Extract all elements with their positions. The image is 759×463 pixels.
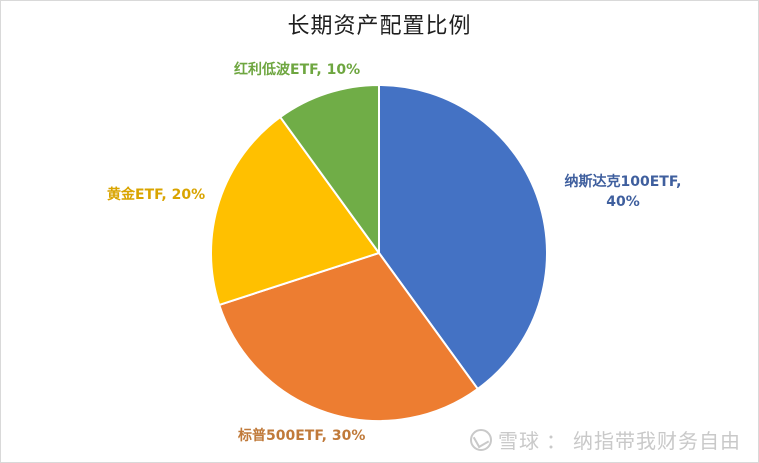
label-dividend-lowvol: 红利低波ETF, 10%: [234, 62, 361, 78]
watermark-author: 纳指带我财务自由: [573, 429, 741, 453]
watermark-site: 雪球: [498, 429, 540, 453]
chart-title: 长期资产配置比例: [287, 14, 472, 39]
label-gold: 黄金ETF, 20%: [107, 187, 206, 203]
label-sp500: 标普500ETF, 30%: [238, 428, 366, 444]
watermark-separator: ：: [546, 429, 567, 453]
pie-slice-2: [210, 116, 380, 306]
watermark: 雪球 ： 纳指带我财务自由: [470, 425, 741, 454]
label-nasdaq100: 纳斯达克100ETF, 40%: [548, 172, 698, 212]
label-nasdaq100-percent: 40%: [606, 194, 640, 210]
pie-slice-3: [279, 84, 380, 254]
pie-slice-0: [378, 84, 548, 390]
pie-slice-1: [218, 252, 479, 422]
label-nasdaq100-name: 纳斯达克100ETF,: [564, 174, 682, 190]
xueqiu-logo-icon: [470, 428, 492, 451]
